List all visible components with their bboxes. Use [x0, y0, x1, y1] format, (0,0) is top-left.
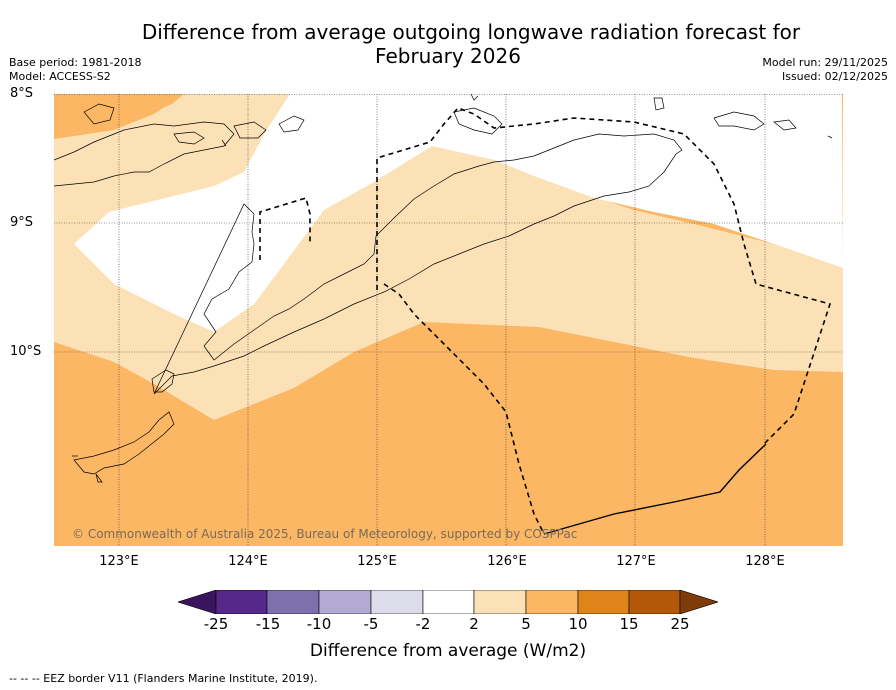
colorbar-extend-high	[679, 590, 718, 614]
wetar-island	[453, 107, 503, 135]
colorbar-extend-low	[178, 590, 217, 614]
title-line-1: Difference from average outgoing longwav…	[141, 20, 801, 44]
issued-date: Issued: 02/12/2025	[781, 70, 888, 83]
colorbar	[178, 590, 718, 614]
title-line-2: February 2026	[375, 44, 521, 68]
colorbar-tick: 15	[619, 615, 639, 633]
colorbar-tick: -15	[255, 615, 281, 633]
gridlines	[54, 94, 843, 546]
alor-islands	[54, 121, 235, 187]
eez-footnote: -- -- -- EEZ border V11 (Flanders Marine…	[9, 672, 318, 685]
colorbar-tick: 25	[670, 615, 690, 633]
colorbar-seg-m2-2	[422, 590, 475, 614]
colorbar-tick: -2	[415, 615, 431, 633]
lon-label-125e: 125°E	[357, 554, 397, 569]
colorbar-tick: -25	[203, 615, 229, 633]
rote-island	[73, 411, 175, 475]
colorbar-tick: 10	[568, 615, 588, 633]
lon-label-123e: 123°E	[99, 554, 139, 569]
timor-island	[153, 133, 683, 395]
eez-border	[259, 107, 832, 535]
colorbar-seg-10-15	[577, 590, 630, 614]
colorbar-tick: -10	[306, 615, 332, 633]
lat-label-9s: 9°S	[10, 215, 34, 230]
eez-border-solid	[543, 443, 767, 535]
map: © Commonwealth of Australia 2025, Bureau…	[54, 94, 843, 546]
lat-label-10s: 10°S	[10, 344, 42, 359]
colorbar-label: Difference from average (W/m2)	[309, 641, 587, 661]
colorbar-seg-m5-m2	[370, 590, 424, 614]
colorbar-tick: 2	[469, 615, 479, 633]
colorbar-tick: -5	[363, 615, 379, 633]
meta-right: Model run: 29/11/2025 Issued: 02/12/2025	[762, 56, 888, 84]
colorbar-seg-m25-m15	[215, 590, 268, 614]
model-name: Model: ACCESS-S2	[9, 70, 111, 83]
coastlines	[54, 94, 833, 483]
copyright-note: © Commonwealth of Australia 2025, Bureau…	[72, 527, 577, 541]
colorbar-seg-2-5	[473, 590, 527, 614]
colorbar-seg-m10-m5	[318, 590, 372, 614]
colorbar-seg-m15-m10	[266, 590, 320, 614]
lon-label-126e: 126°E	[487, 554, 527, 569]
colorbar-seg-15-25	[628, 590, 681, 614]
colorbar-tick: 5	[521, 615, 531, 633]
base-period: Base period: 1981-2018	[9, 56, 142, 69]
colorbar-seg-5-10	[525, 590, 579, 614]
lon-label-128e: 128°E	[745, 554, 785, 569]
meta-left: Base period: 1981-2018 Model: ACCESS-S2	[9, 56, 141, 84]
lon-label-124e: 124°E	[228, 554, 268, 569]
model-run: Model run: 29/11/2025	[762, 56, 888, 69]
lon-label-127e: 127°E	[616, 554, 656, 569]
ola-band-neutral	[74, 94, 843, 332]
lat-label-8s: 8°S	[10, 86, 34, 101]
